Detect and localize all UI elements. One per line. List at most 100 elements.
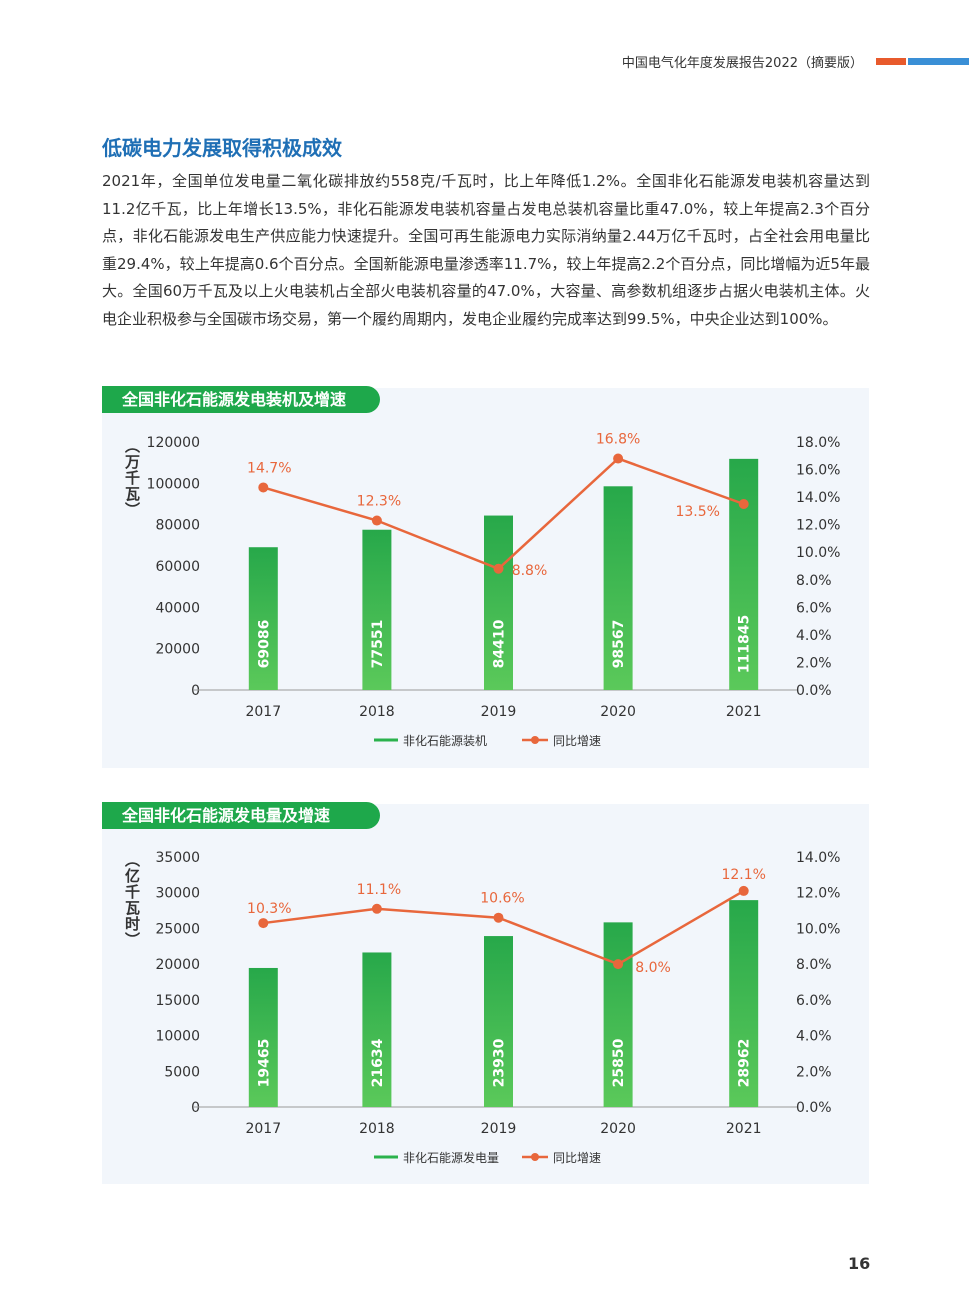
growth-rate-label: 10.6% <box>480 891 524 907</box>
y2-tick-label: 4.0% <box>796 628 832 644</box>
bar <box>729 900 759 1107</box>
y-tick-label: 35000 <box>155 850 200 866</box>
y-tick-label: 60000 <box>155 559 200 575</box>
chart-generation: 0 5000 10000 15000 20000 25000 30000 35000 0.0% 2… <box>123 850 840 1165</box>
y2-tick-label: 2.0% <box>796 655 832 671</box>
x-tick-label: 2021 <box>726 1121 762 1137</box>
bar <box>729 458 759 690</box>
y-tick-label: 5000 <box>164 1064 200 1080</box>
x-tick-label: 2018 <box>359 704 395 720</box>
bar <box>484 515 513 690</box>
y2-tick-label: 14.0% <box>796 850 840 866</box>
y2-tick-label: 6.0% <box>796 993 832 1009</box>
y2-tick-label: 14.0% <box>796 490 840 506</box>
y-tick-label: 0 <box>191 683 200 699</box>
y-tick-label: 20000 <box>155 642 200 658</box>
bar-value-label: 21634 <box>370 1038 386 1087</box>
bar-value-label: 19465 <box>256 1039 272 1088</box>
growth-rate-point <box>371 903 382 914</box>
y-axis-label: （亿千瓦时） <box>123 852 141 948</box>
x-tick-label: 2019 <box>481 1121 517 1137</box>
y-tick-label: 25000 <box>155 921 200 937</box>
y2-tick-label: 16.0% <box>796 463 840 479</box>
bar <box>484 936 513 1107</box>
legend-line-marker <box>531 1153 539 1161</box>
growth-rate-point <box>613 959 624 970</box>
section-title: 低碳电力发展取得积极成效 <box>102 136 342 160</box>
y2-tick-label: 2.0% <box>796 1064 832 1080</box>
x-tick-label: 2017 <box>245 704 281 720</box>
y2-tick-label: 10.0% <box>796 545 840 561</box>
chart-capacity: 0 20000 40000 60000 80000 100000 120000 0.0% 2.0… <box>123 432 840 748</box>
growth-rate-point <box>493 563 504 574</box>
bar <box>248 547 278 690</box>
bar <box>362 952 392 1107</box>
y-tick-label: 10000 <box>155 1029 200 1045</box>
y2-tick-label: 8.0% <box>796 573 832 589</box>
bar-value-label: 84410 <box>492 619 508 668</box>
y-tick-label: 120000 <box>147 435 200 451</box>
x-tick-label: 2020 <box>600 1121 636 1137</box>
legend-line-label: 同比增速 <box>553 1151 601 1165</box>
y2-tick-label: 8.0% <box>796 957 832 973</box>
growth-rate-point <box>258 482 269 493</box>
x-tick-label: 2021 <box>726 704 762 720</box>
y2-tick-label: 10.0% <box>796 921 840 937</box>
bar-value-label: 69086 <box>256 620 272 669</box>
growth-rate-point <box>738 885 749 896</box>
bar <box>248 967 278 1107</box>
growth-rate-point <box>258 918 269 929</box>
growth-rate-point <box>493 912 504 923</box>
y-tick-label: 20000 <box>155 957 200 973</box>
growth-rate-point <box>738 499 749 509</box>
legend-line-marker <box>531 736 539 744</box>
y2-tick-label: 18.0% <box>796 435 840 451</box>
growth-rate-label: 12.3% <box>357 494 401 510</box>
legend-line-label: 同比增速 <box>553 734 601 748</box>
y-tick-label: 15000 <box>155 993 200 1009</box>
y-axis-label: （万千瓦） <box>123 438 141 518</box>
bar-value-label: 111845 <box>737 615 753 673</box>
y2-tick-label: 12.0% <box>796 518 840 534</box>
bar <box>603 486 633 690</box>
y2-tick-label: 12.0% <box>796 886 840 902</box>
chart-title-capacity: 全国非化石能源发电装机及增速 <box>102 386 380 413</box>
y2-tick-label: 0.0% <box>796 1100 832 1116</box>
bar <box>603 922 633 1107</box>
growth-rate-point <box>371 515 382 526</box>
growth-rate-label: 8.0% <box>635 960 671 976</box>
growth-rate-point <box>613 453 624 464</box>
x-tick-label: 2020 <box>600 704 636 720</box>
bar-value-label: 28962 <box>737 1039 753 1088</box>
growth-rate-label: 13.5% <box>675 504 719 520</box>
growth-rate-label: 16.8% <box>596 432 640 448</box>
x-tick-label: 2018 <box>359 1121 395 1137</box>
page-number: 16 <box>848 1254 871 1273</box>
growth-rate-label: 10.3% <box>247 901 291 917</box>
bar-value-label: 25850 <box>611 1038 627 1087</box>
legend-bar-label: 非化石能源发电量 <box>403 1150 499 1165</box>
y-tick-label: 0 <box>191 1100 200 1116</box>
bar-value-label: 23930 <box>492 1038 508 1087</box>
bar-value-label: 98567 <box>611 620 627 669</box>
y2-tick-label: 0.0% <box>796 683 832 699</box>
y2-tick-label: 4.0% <box>796 1029 832 1045</box>
y-tick-label: 40000 <box>155 600 200 616</box>
section-body-text: 2021年，全国单位发电量二氧化碳排放约558克/千瓦时，比上年降低1.2%。全… <box>102 172 870 328</box>
y2-tick-label: 6.0% <box>796 600 832 616</box>
growth-rate-label: 14.7% <box>247 460 291 476</box>
growth-rate-label: 8.8% <box>512 563 548 579</box>
growth-rate-label: 11.1% <box>357 882 401 898</box>
x-tick-label: 2019 <box>481 704 517 720</box>
chart-title-generation: 全国非化石能源发电量及增速 <box>102 802 380 829</box>
header-accent-blue <box>908 58 969 65</box>
bar-value-label: 77551 <box>370 620 386 669</box>
legend-bar-label: 非化石能源装机 <box>403 734 487 748</box>
x-tick-label: 2017 <box>245 1121 281 1137</box>
y-tick-label: 30000 <box>155 886 200 902</box>
y-tick-label: 100000 <box>147 476 200 492</box>
bar <box>362 529 392 690</box>
growth-rate-label: 12.1% <box>721 867 765 883</box>
header-accent-orange <box>876 58 906 65</box>
y-tick-label: 80000 <box>155 518 200 534</box>
